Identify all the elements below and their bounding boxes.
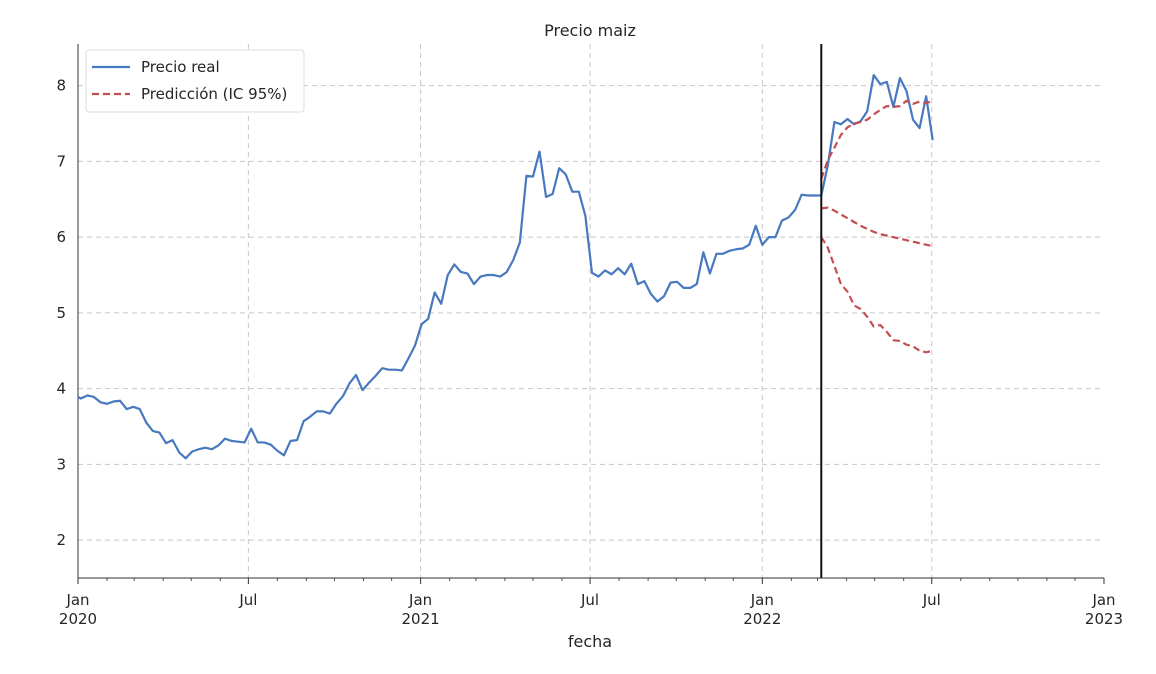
x-tick-label: Jan — [408, 591, 432, 609]
series-line-0 — [77, 73, 934, 460]
series-line-1 — [821, 206, 933, 248]
y-tick-label: 4 — [56, 380, 66, 398]
series-line-2 — [820, 99, 934, 180]
legend-label-0: Precio real — [141, 58, 220, 76]
y-tick-label: 3 — [56, 455, 66, 473]
x-tick-label: Jan — [65, 591, 89, 609]
y-tick-label: 8 — [56, 77, 66, 95]
x-tick-label: Jan — [750, 591, 774, 609]
x-tick-label-year: 2020 — [59, 610, 97, 628]
x-tick-label: Jul — [580, 591, 599, 609]
x-tick-label-year: 2021 — [402, 610, 440, 628]
x-tick-label-year: 2023 — [1085, 610, 1123, 628]
legend-box — [85, 49, 305, 113]
legend-label-1: Predicción (IC 95%) — [141, 85, 287, 103]
chart-title: Precio maiz — [544, 21, 636, 40]
x-tick-label-year: 2022 — [743, 610, 781, 628]
series-line-3 — [820, 236, 933, 354]
y-tick-label: 6 — [56, 228, 66, 246]
y-tick-label: 7 — [56, 152, 66, 170]
legend: Precio real Predicción (IC 95%) — [85, 49, 305, 113]
x-axis-label: fecha — [568, 632, 612, 651]
x-tick-label: Jul — [238, 591, 257, 609]
x-tick-label: Jul — [922, 591, 941, 609]
grid-lines — [78, 44, 1104, 578]
y-tick-label: 5 — [56, 304, 66, 322]
x-tick-label: Jan — [1091, 591, 1115, 609]
series-group — [77, 73, 934, 460]
y-tick-label: 2 — [56, 531, 66, 549]
